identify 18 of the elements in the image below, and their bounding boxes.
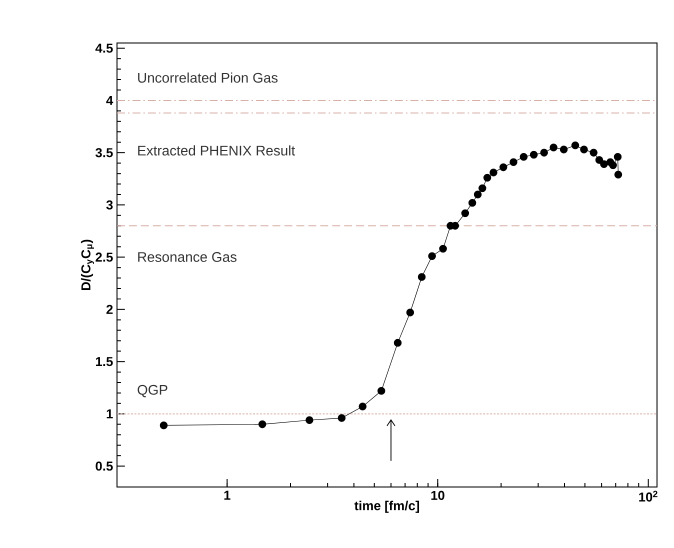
x-axis-title: time [fm/c] (354, 500, 420, 513)
annotation: Resonance Gas (138, 252, 237, 262)
x-tick-label: 10$^{2}$ (639, 490, 658, 502)
y-tick-label: 4.5 (95, 44, 113, 53)
y-tick-label: 1.5 (96, 357, 113, 366)
y-tick-label: 1 (106, 409, 113, 418)
annotation: Uncorrelated Pion Gas (138, 72, 278, 83)
y-tick-label: 2 (106, 304, 113, 314)
y-tick-label: 3.5 (95, 148, 113, 158)
y-axis-title: D/(C$_{y}$C$_{μ}$) (80, 240, 94, 290)
y-tick-label: 3 (106, 200, 113, 210)
x-tick-label: 1 (224, 490, 230, 500)
y-tick-label: 4 (106, 96, 114, 105)
annotation: Extracted PHENIX Result (138, 145, 296, 156)
x-tick-label: 10 (431, 490, 444, 500)
annotation: QGP (138, 384, 168, 398)
y-tick-label: 2.5 (96, 252, 113, 262)
y-tick-label: 0.5 (96, 462, 113, 471)
